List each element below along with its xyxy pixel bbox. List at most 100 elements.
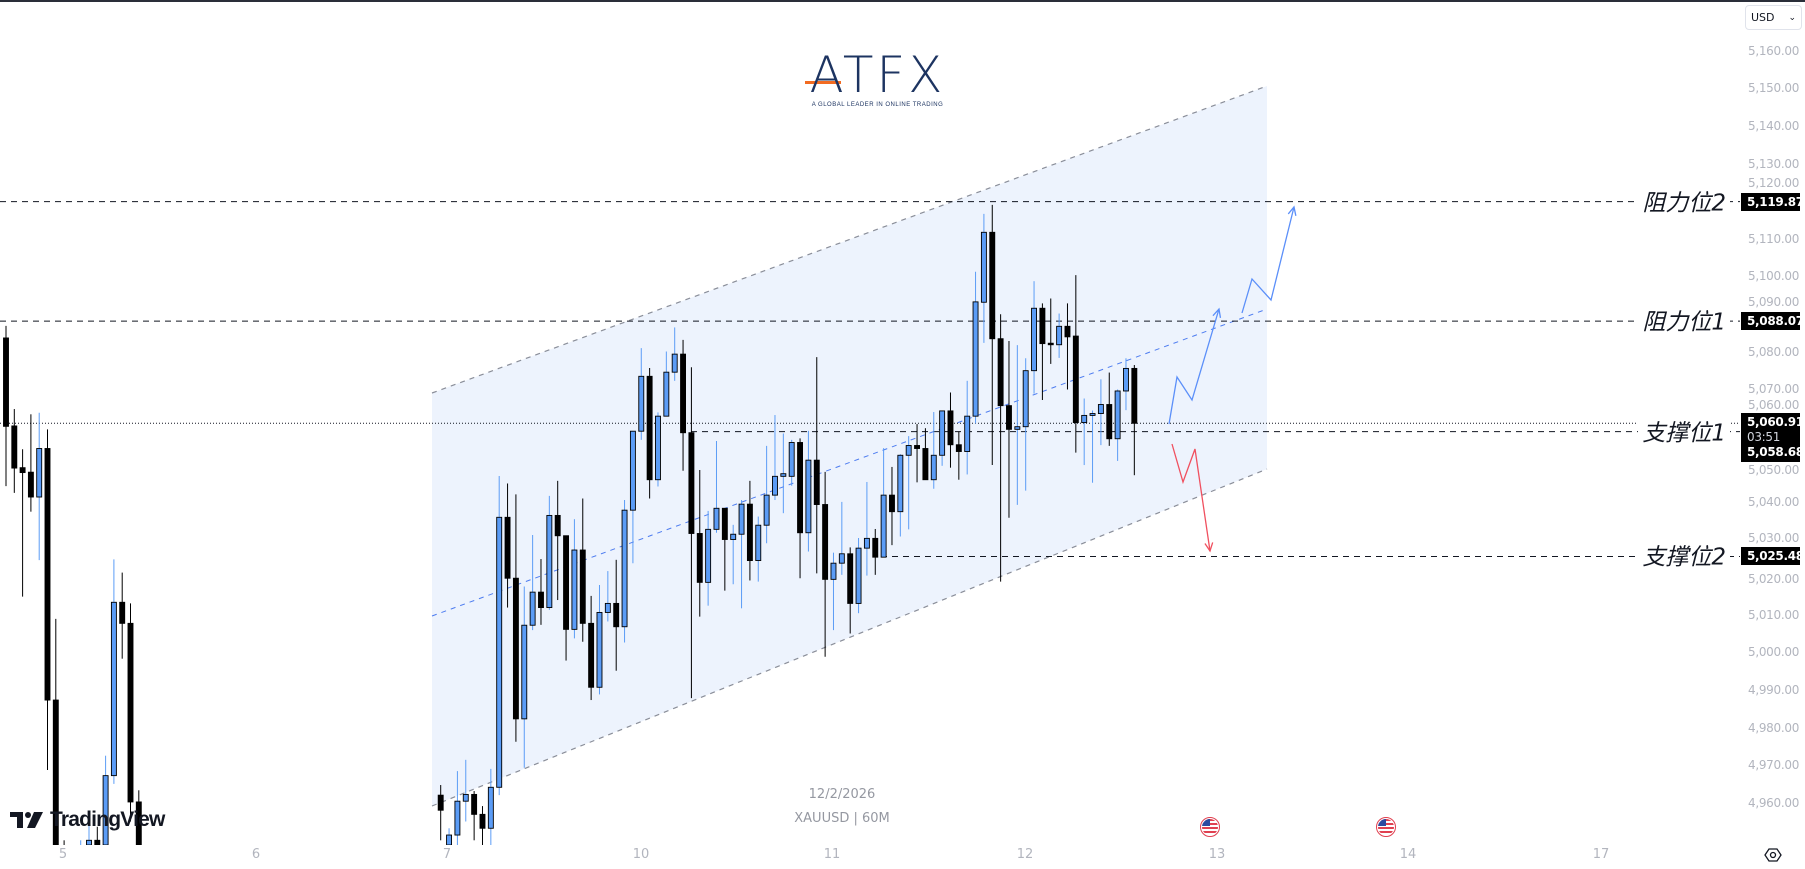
us-flag-icon[interactable]	[1200, 817, 1220, 837]
atfx-logo-text: ATFX	[805, 50, 950, 100]
candle-body	[905, 445, 912, 456]
time-tick-label: 12	[1016, 847, 1034, 862]
candle	[663, 351, 670, 417]
candle	[27, 414, 34, 512]
candle	[939, 410, 946, 466]
tradingview-logo-text: TradingView	[50, 808, 165, 831]
candle-body	[1031, 307, 1037, 372]
channel-fill	[432, 86, 1267, 806]
price-tick-label: 5,060.00	[1748, 397, 1800, 412]
candle	[471, 791, 478, 841]
candle-body	[772, 475, 778, 496]
time-tick-label: 6	[251, 847, 261, 862]
candle-body	[1056, 325, 1063, 346]
candle-body	[696, 533, 703, 583]
candle	[110, 559, 117, 784]
candle	[763, 445, 770, 544]
candle	[496, 475, 503, 796]
support1-label: 支撑位1	[1638, 412, 1730, 447]
candle-body	[1106, 404, 1113, 440]
candle	[889, 466, 895, 546]
candle-body	[663, 371, 670, 417]
projection-arrows[interactable]	[1168, 205, 1297, 553]
candle	[1047, 298, 1054, 364]
candle-body	[1081, 414, 1088, 424]
candle	[621, 500, 628, 643]
candle-body	[19, 467, 26, 474]
candle-body	[512, 577, 519, 720]
candle	[755, 516, 762, 582]
candle-body	[889, 494, 895, 513]
candle-body	[914, 445, 920, 449]
candle-body	[755, 524, 762, 562]
candle	[36, 412, 43, 561]
candle	[487, 768, 494, 845]
candle	[696, 469, 703, 617]
price-tick-label: 5,110.00	[1748, 231, 1800, 246]
price-chart[interactable]	[0, 0, 1740, 845]
candle	[1097, 379, 1104, 446]
candle-body	[1064, 325, 1071, 338]
candle-body	[621, 509, 628, 628]
candle	[797, 438, 804, 579]
candle-body	[1039, 307, 1046, 345]
candle	[3, 325, 9, 487]
currency-dropdown[interactable]: USD ⌄	[1745, 5, 1802, 30]
candle-body	[880, 494, 887, 558]
candle	[830, 552, 837, 631]
candle-body	[629, 430, 636, 511]
candle-body	[638, 375, 645, 432]
price-tick-label: 5,080.00	[1748, 344, 1800, 359]
candle-body	[805, 459, 812, 534]
candle	[1064, 303, 1071, 390]
parallel-channel[interactable]	[431, 85, 1268, 807]
candle-body	[930, 454, 937, 481]
candle	[462, 759, 469, 822]
candle-body	[94, 839, 101, 845]
candle	[905, 436, 912, 530]
up-arrow-1-head	[1212, 307, 1222, 318]
settings-icon[interactable]	[1764, 846, 1782, 864]
candle	[521, 586, 528, 768]
candle	[613, 559, 620, 671]
candle	[546, 495, 553, 610]
candle-body	[989, 231, 996, 340]
candle	[437, 785, 444, 841]
atfx-logo: ATFX A GLOBAL LEADER IN ONLINE TRADING	[805, 50, 950, 108]
us-flag-icon[interactable]	[1376, 817, 1396, 837]
candle-body	[680, 353, 687, 434]
candle-body	[471, 793, 478, 815]
candle	[738, 500, 745, 609]
candle-body	[571, 549, 578, 630]
candle	[897, 454, 904, 537]
candle	[730, 524, 737, 585]
resistance2-label: 阻力位2	[1638, 182, 1730, 217]
candle	[989, 204, 996, 466]
tradingview-logo[interactable]: TradingView	[10, 808, 165, 832]
time-tick-label: 14	[1399, 847, 1417, 862]
candle	[788, 439, 795, 486]
support2-label: 支撑位2	[1638, 537, 1730, 572]
candle-body	[554, 514, 561, 537]
candle-body	[671, 353, 678, 373]
price-tick-label: 4,980.00	[1748, 720, 1800, 735]
up-arrow-2-path	[1241, 206, 1295, 314]
candle-body	[127, 622, 134, 803]
candle	[955, 431, 962, 480]
candle-body	[730, 533, 737, 540]
candle-body	[1097, 404, 1104, 414]
candle	[746, 480, 753, 581]
candle	[11, 409, 18, 493]
top-border	[0, 0, 1805, 2]
candle-body	[830, 562, 837, 580]
time-tick-label: 7	[442, 847, 452, 862]
candle-body	[604, 602, 611, 613]
candle-body	[1047, 342, 1054, 346]
candle-body	[1006, 405, 1012, 430]
candle	[863, 481, 870, 576]
channel-upper-line	[431, 85, 1268, 394]
candle	[1072, 275, 1079, 453]
candle	[571, 519, 578, 639]
candle	[629, 430, 636, 564]
candle	[563, 535, 570, 661]
